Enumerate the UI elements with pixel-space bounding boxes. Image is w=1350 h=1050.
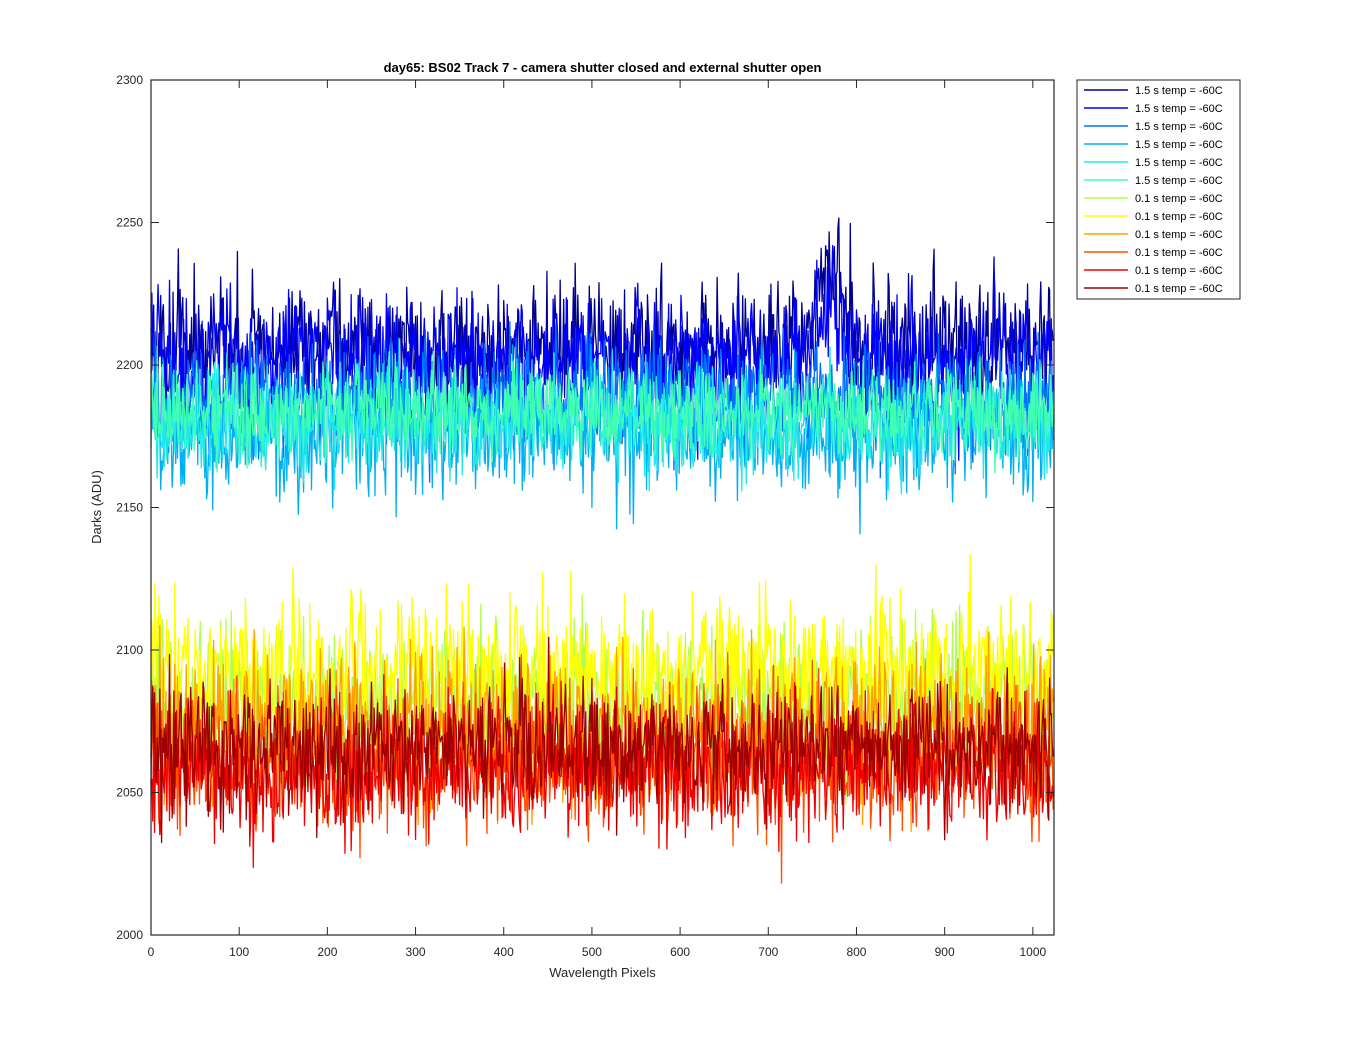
legend-entry-label: 0.1 s temp = -60C bbox=[1135, 193, 1223, 205]
y-tick-label: 2100 bbox=[116, 643, 143, 657]
x-axis-label: Wavelength Pixels bbox=[549, 965, 656, 980]
legend-entry-label: 0.1 s temp = -60C bbox=[1135, 211, 1223, 223]
x-tick-label: 500 bbox=[582, 945, 602, 959]
y-tick-label: 2000 bbox=[116, 928, 143, 942]
legend-entry-label: 1.5 s temp = -60C bbox=[1135, 175, 1223, 187]
y-axis-label: Darks (ADU) bbox=[89, 470, 104, 544]
x-tick-label: 300 bbox=[406, 945, 426, 959]
x-tick-label: 900 bbox=[935, 945, 955, 959]
y-tick-label: 2250 bbox=[116, 216, 143, 230]
plot-area bbox=[151, 80, 1054, 935]
legend-entry-label: 1.5 s temp = -60C bbox=[1135, 157, 1223, 169]
legend-entry-label: 0.1 s temp = -60C bbox=[1135, 247, 1223, 259]
ticks-layer: 0 100 200 300 400 500 600 700 800 900 1000 2000 2050… bbox=[116, 73, 1054, 959]
legend: 1.5 s temp = -60C 1.5 s temp = -60C 1.5 s … bbox=[1076, 79, 1241, 300]
legend-entry-label: 1.5 s temp = -60C bbox=[1135, 139, 1223, 151]
y-tick-label: 2300 bbox=[116, 73, 143, 87]
series-line bbox=[150, 244, 1054, 461]
legend-entry-label: 0.1 s temp = -60C bbox=[1135, 229, 1223, 241]
legend-box bbox=[1076, 79, 1241, 300]
x-tick-label: 600 bbox=[670, 945, 690, 959]
x-tick-label: 100 bbox=[229, 945, 249, 959]
legend-entry-label: 1.5 s temp = -60C bbox=[1135, 121, 1223, 133]
chart-title: day65: BS02 Track 7 - camera shutter clo… bbox=[384, 60, 822, 75]
x-tick-label: 400 bbox=[494, 945, 514, 959]
legend-entry-label: 0.1 s temp = -60C bbox=[1135, 265, 1223, 277]
x-tick-label: 800 bbox=[846, 945, 866, 959]
x-tick-label: 200 bbox=[317, 945, 337, 959]
x-tick-label: 0 bbox=[148, 945, 155, 959]
x-tick-label: 700 bbox=[758, 945, 778, 959]
legend-entry-label: 0.1 s temp = -60C bbox=[1135, 283, 1223, 295]
legend-entry-label: 1.5 s temp = -60C bbox=[1135, 85, 1223, 97]
y-tick-label: 2200 bbox=[116, 358, 143, 372]
series-layer bbox=[150, 217, 1054, 884]
x-tick-label: 1000 bbox=[1019, 945, 1046, 959]
series-line bbox=[150, 636, 1054, 844]
series-line bbox=[150, 345, 1054, 474]
y-tick-label: 2150 bbox=[116, 501, 143, 515]
legend-entry-label: 1.5 s temp = -60C bbox=[1135, 103, 1223, 115]
y-tick-label: 2050 bbox=[116, 786, 143, 800]
